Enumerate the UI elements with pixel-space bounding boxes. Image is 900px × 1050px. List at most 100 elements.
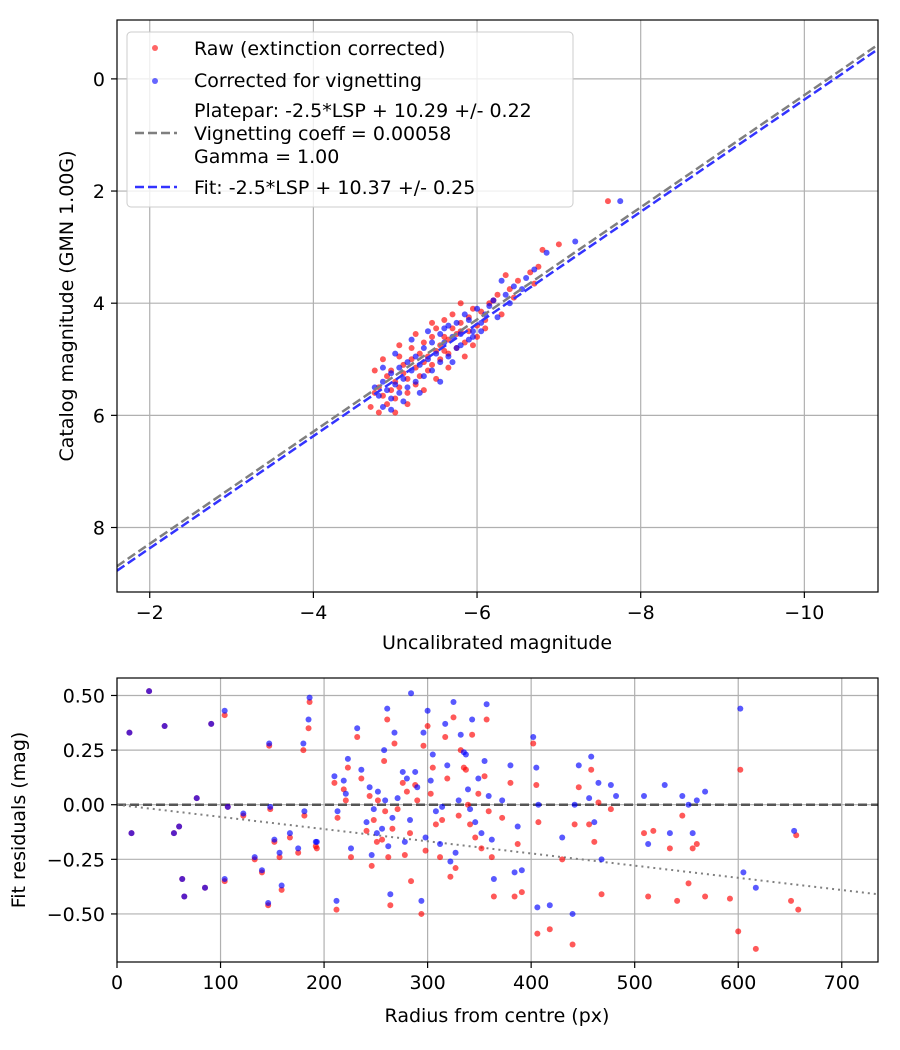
bottom-point-raw — [575, 784, 582, 791]
bottom-point-corrected — [559, 834, 566, 841]
bottom-point-corrected — [424, 707, 431, 714]
top-xtick-label: −8 — [627, 602, 655, 624]
top-point-corrected — [392, 381, 399, 388]
bottom-point-corrected — [740, 869, 747, 876]
bottom-point-corrected — [412, 768, 419, 775]
bottom-point-raw — [221, 712, 228, 719]
bottom-point-corrected — [595, 779, 602, 786]
bottom-point-raw — [354, 733, 361, 740]
bottom-point-corrected — [661, 782, 668, 789]
bottom-point-corrected — [666, 830, 673, 837]
bottom-point-corrected — [366, 784, 373, 791]
bottom-point-corrected — [306, 694, 313, 701]
top-point-corrected — [379, 403, 386, 410]
bottom-xtick-label: 300 — [409, 972, 445, 994]
bottom-point-corrected — [342, 790, 349, 797]
top-point-raw — [461, 353, 468, 360]
bottom-point-corrected — [266, 740, 273, 747]
bottom-point-raw — [679, 812, 686, 819]
bottom-point-corrected — [305, 716, 312, 723]
top-lines — [117, 43, 878, 572]
bottom-point-corrected — [546, 902, 553, 909]
bottom-point-corrected — [422, 834, 429, 841]
bottom-point-corrected — [488, 836, 495, 843]
top-xtick-label: −4 — [299, 602, 327, 624]
top-point-corrected — [437, 378, 444, 385]
bottom-point-raw — [414, 797, 421, 804]
bottom-point-corrected — [442, 720, 449, 727]
bottom-point-corrected — [271, 836, 278, 843]
top-point-raw — [375, 409, 382, 416]
top-point-raw — [457, 300, 464, 307]
bottom-point-raw — [286, 834, 293, 841]
bottom-point-raw — [276, 854, 283, 861]
bottom-point-corrected — [399, 768, 406, 775]
bottom-point-corrected — [452, 849, 459, 856]
top-point-corrected — [429, 367, 436, 374]
top-point-raw — [531, 280, 538, 287]
bottom-point-raw — [342, 797, 349, 804]
bottom-ytick-label: 0.00 — [63, 795, 105, 817]
bottom-point-raw — [795, 906, 802, 913]
top-point-corrected — [572, 238, 579, 245]
bottom-point-corrected — [499, 797, 506, 804]
bottom-point-corrected — [354, 725, 361, 732]
top-line-platepar — [117, 43, 878, 568]
top-point-corrected — [486, 303, 493, 309]
bottom-point-corrected — [170, 830, 177, 837]
bottom-point-raw — [546, 926, 553, 933]
bottom-point-corrected — [407, 817, 414, 823]
bottom-point-raw — [693, 841, 700, 848]
bottom-point-raw — [447, 873, 454, 880]
bottom-point-raw — [301, 812, 308, 819]
bottom-point-raw — [534, 930, 541, 937]
bottom-point-corrected — [384, 705, 391, 712]
bottom-point-raw — [389, 825, 396, 832]
legend-platepar-label-line3: Gamma = 1.00 — [194, 146, 339, 168]
bottom-point-corrected — [403, 775, 410, 782]
bottom-point-raw — [347, 854, 354, 861]
bottom-point-raw — [535, 819, 542, 826]
top-point-corrected — [437, 359, 444, 366]
bottom-point-corrected — [176, 823, 183, 830]
bottom-point-corrected — [368, 851, 375, 858]
top-legend: Raw (extinction corrected) Corrected for… — [126, 31, 574, 208]
bottom-point-raw — [437, 854, 444, 861]
top-xlabel: Uncalibrated magnitude — [382, 632, 612, 654]
bottom-ytick-label: −0.25 — [47, 849, 105, 871]
bottom-point-raw — [478, 845, 485, 852]
bottom-point-raw — [382, 808, 389, 815]
bottom-point-raw — [467, 821, 474, 828]
bottom-point-raw — [595, 799, 602, 806]
bottom-point-raw — [726, 895, 733, 902]
bottom-point-raw — [408, 878, 415, 885]
top-ytick-label: 0 — [93, 69, 105, 91]
bottom-point-raw — [689, 845, 696, 852]
bottom-point-corrected — [469, 716, 476, 723]
bottom-point-corrected — [437, 841, 444, 848]
top-point-corrected — [474, 305, 481, 312]
top-point-corrected — [502, 291, 509, 298]
bottom-point-raw — [333, 906, 340, 913]
bottom-point-raw — [472, 834, 479, 841]
top-point-corrected — [416, 389, 423, 396]
bottom-point-corrected — [641, 792, 648, 799]
bottom-point-corrected — [535, 801, 542, 808]
bottom-point-raw — [674, 897, 681, 904]
top-ytick-label: 6 — [93, 405, 105, 427]
bottom-point-corrected — [381, 747, 388, 754]
top-point-corrected — [396, 364, 403, 371]
bottom-point-corrected — [679, 792, 686, 799]
bottom-point-corrected — [126, 729, 133, 736]
top-point-raw — [469, 342, 476, 349]
top-point-corrected — [404, 384, 411, 391]
bottom-point-corrected — [485, 792, 492, 799]
bottom-point-corrected — [370, 806, 377, 813]
top-point-corrected — [449, 359, 456, 366]
bottom-point-corrected — [394, 795, 401, 802]
bottom-point-corrected — [457, 731, 464, 738]
bottom-point-corrected — [483, 701, 490, 708]
top-point-corrected — [543, 249, 550, 256]
bottom-xtick-label: 200 — [306, 972, 342, 994]
top-point-corrected — [429, 339, 436, 346]
